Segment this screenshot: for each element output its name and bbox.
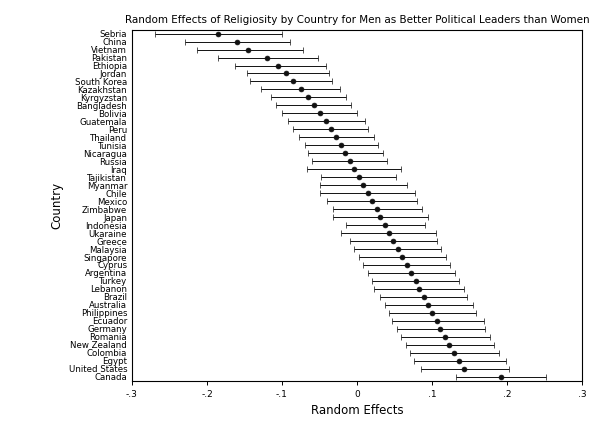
Title: Random Effects of Religiosity by Country for Men as Better Political Leaders tha: Random Effects of Religiosity by Country… bbox=[125, 15, 589, 25]
Y-axis label: Country: Country bbox=[50, 181, 63, 229]
X-axis label: Random Effects: Random Effects bbox=[311, 404, 403, 417]
